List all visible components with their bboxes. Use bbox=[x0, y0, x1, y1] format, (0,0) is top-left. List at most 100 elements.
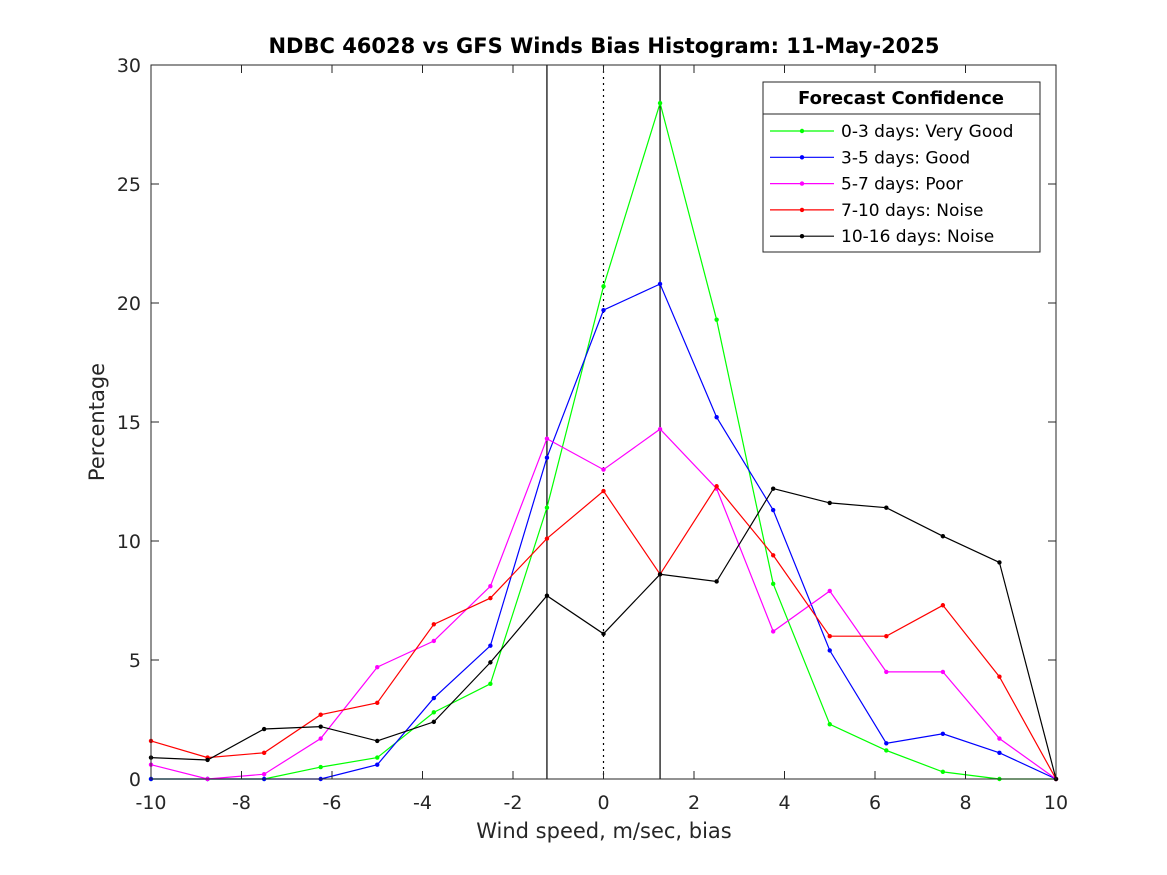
data-point bbox=[770, 629, 776, 634]
data-point bbox=[714, 317, 719, 322]
data-point bbox=[318, 712, 323, 717]
data-point bbox=[601, 631, 606, 637]
x-tick-label: 4 bbox=[778, 792, 790, 814]
data-point bbox=[940, 731, 946, 736]
data-point bbox=[714, 579, 719, 584]
series-layer bbox=[148, 100, 1059, 782]
data-point bbox=[714, 415, 719, 420]
legend-entry-label: 10-16 days: Noise bbox=[841, 227, 994, 247]
y-tick-label: 30 bbox=[117, 55, 141, 77]
x-tick-label: -8 bbox=[232, 792, 251, 814]
x-axis-label: Wind speed, m/sec, bias bbox=[476, 819, 732, 843]
data-point bbox=[544, 436, 550, 441]
data-point bbox=[488, 681, 493, 686]
y-axis: 0 5 10 15 20 25 30 bbox=[117, 55, 1056, 791]
data-point bbox=[827, 588, 832, 594]
data-point bbox=[318, 724, 323, 729]
x-tick-label: -2 bbox=[504, 792, 523, 814]
data-point bbox=[601, 307, 606, 313]
data-point bbox=[488, 595, 493, 601]
data-point bbox=[318, 736, 323, 741]
data-point bbox=[770, 486, 776, 491]
x-tick-label: 10 bbox=[1044, 792, 1068, 814]
data-point bbox=[544, 593, 550, 598]
data-point bbox=[884, 505, 889, 510]
legend-entry-label: 5-7 days: Poor bbox=[841, 175, 963, 195]
data-point bbox=[827, 634, 832, 639]
data-point bbox=[884, 669, 889, 675]
data-point bbox=[601, 488, 606, 494]
x-tick-label: -10 bbox=[135, 792, 166, 814]
legend-entry-label: 7-10 days: Noise bbox=[841, 201, 983, 221]
legend-swatch-marker bbox=[799, 207, 805, 213]
data-point bbox=[431, 622, 437, 627]
data-point bbox=[431, 695, 437, 701]
data-point bbox=[657, 426, 663, 432]
data-point bbox=[544, 455, 550, 460]
data-point bbox=[261, 772, 267, 777]
data-point bbox=[827, 722, 832, 727]
data-point bbox=[884, 634, 889, 639]
y-tick-label: 10 bbox=[117, 531, 141, 553]
y-tick-label: 20 bbox=[117, 293, 141, 315]
data-point bbox=[940, 769, 946, 775]
data-point bbox=[940, 534, 946, 539]
x-tick-label: -6 bbox=[323, 792, 342, 814]
data-point bbox=[997, 750, 1002, 756]
data-point bbox=[601, 284, 606, 289]
data-point bbox=[431, 710, 437, 715]
legend-entry-label: 0-3 days: Very Good bbox=[841, 122, 1013, 142]
legend-swatch-marker bbox=[799, 181, 805, 186]
data-point bbox=[544, 505, 550, 510]
legend-swatch-marker bbox=[799, 234, 805, 239]
x-tick-label: 8 bbox=[959, 792, 971, 814]
legend-swatch-marker bbox=[799, 128, 805, 134]
legend: Forecast Confidence 0-3 days: Very Good 3… bbox=[762, 81, 1041, 253]
data-point bbox=[205, 757, 210, 763]
series-5 bbox=[148, 486, 1059, 782]
legend-title: Forecast Confidence bbox=[798, 88, 1004, 109]
data-point bbox=[770, 581, 776, 587]
legend-box bbox=[762, 81, 1041, 253]
data-point bbox=[997, 674, 1002, 679]
data-point bbox=[375, 738, 380, 744]
x-tick-label: 2 bbox=[688, 792, 700, 814]
data-point bbox=[261, 726, 267, 732]
data-point bbox=[431, 638, 437, 644]
data-point bbox=[940, 669, 946, 675]
y-axis-label: Percentage bbox=[85, 363, 109, 481]
data-point bbox=[714, 484, 719, 489]
data-point bbox=[997, 560, 1002, 565]
x-tick-label: 0 bbox=[597, 792, 609, 814]
data-point bbox=[544, 536, 550, 541]
legend-entry-label: 3-5 days: Good bbox=[841, 148, 970, 168]
data-point bbox=[261, 750, 267, 756]
x-tick-label: -4 bbox=[413, 792, 432, 814]
data-point bbox=[488, 584, 493, 589]
data-point bbox=[827, 648, 832, 653]
data-point bbox=[657, 281, 663, 287]
data-point bbox=[601, 467, 606, 472]
reference-lines bbox=[546, 65, 661, 779]
data-point bbox=[770, 507, 776, 513]
data-point bbox=[318, 764, 323, 770]
data-point bbox=[657, 572, 663, 577]
data-point bbox=[375, 755, 380, 760]
x-axis: -10 -8 -6 -4 -2 0 2 4 6 8 10 bbox=[135, 65, 1068, 814]
y-tick-label: 25 bbox=[117, 174, 141, 196]
data-point bbox=[940, 603, 946, 608]
data-point bbox=[488, 660, 493, 665]
data-point bbox=[657, 100, 663, 106]
legend-entries: 0-3 days: Very Good 3-5 days: Good 5-7 day… bbox=[770, 122, 1013, 247]
y-tick-label: 15 bbox=[117, 412, 141, 434]
y-tick-label: 5 bbox=[129, 650, 141, 672]
data-point bbox=[770, 553, 776, 558]
data-point bbox=[375, 762, 380, 767]
legend-swatch-marker bbox=[799, 155, 805, 160]
data-point bbox=[375, 664, 380, 670]
data-point bbox=[884, 741, 889, 746]
y-tick-label: 0 bbox=[129, 769, 141, 791]
chart-title: NDBC 46028 vs GFS Winds Bias Histogram: … bbox=[268, 34, 939, 58]
data-point bbox=[488, 643, 493, 648]
